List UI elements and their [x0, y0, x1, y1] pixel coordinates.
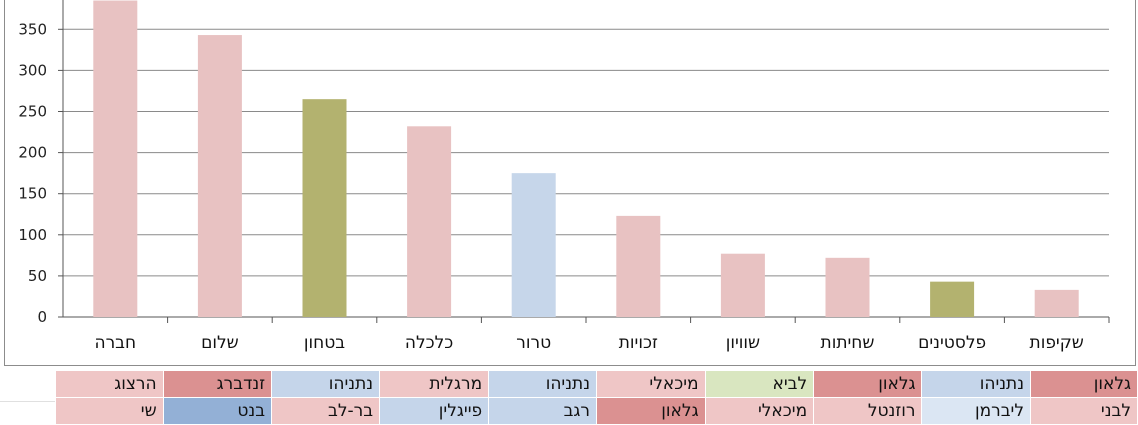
- table-cell: גלאון: [813, 370, 923, 398]
- bar: [720, 253, 765, 317]
- bar: [511, 173, 556, 317]
- table-cell: לבני: [1030, 397, 1138, 425]
- table-cell: רוזנטל: [813, 397, 923, 425]
- y-tick-label: 50: [28, 267, 47, 285]
- table-cell: מיכאלי: [704, 397, 815, 425]
- table-cell: פייגלין: [379, 397, 490, 425]
- x-tick-label: שוויון: [726, 333, 760, 353]
- names-table: הרצוג זנדברג נתניהו מרגלית נתניהו מיכאלי לביא ג…: [55, 370, 1138, 425]
- table-cell: בר-לב: [271, 397, 381, 425]
- x-tick-label: שחיתות: [821, 333, 875, 353]
- bar: [407, 126, 452, 318]
- bar: [825, 257, 870, 317]
- x-tick-label: זכויות: [619, 333, 658, 353]
- table-cell: נתניהו: [271, 370, 381, 398]
- x-tick-label: פלסטינים: [918, 333, 986, 353]
- table-cell: ליברמן: [921, 397, 1032, 425]
- table-cell: רגב: [488, 397, 598, 425]
- table-cell: גלאון: [596, 397, 706, 425]
- table-cell: נתניהו: [488, 370, 598, 398]
- table-cell: שי: [55, 397, 164, 425]
- bar: [616, 215, 661, 317]
- bar: [1034, 289, 1079, 317]
- x-tick-label: חברה: [94, 333, 136, 353]
- bar-chart: 0 50 100 150 200 250 300 350 חברה שלום בטחון כלכלה ט…: [18, 0, 1110, 353]
- bar: [930, 281, 975, 317]
- y-tick-label: 250: [18, 103, 47, 121]
- table-cell: גלאון: [1030, 370, 1138, 398]
- y-tick-label: 0: [37, 308, 47, 326]
- x-tick-label: שקיפות: [1030, 333, 1084, 353]
- bar: [197, 35, 242, 317]
- chart-frame: 0 50 100 150 200 250 300 350 חברה שלום בטחון כלכלה ט…: [4, 0, 1136, 366]
- x-tick-label: בטחון: [304, 333, 345, 353]
- y-tick-label: 200: [18, 144, 47, 162]
- table-cell: לביא: [704, 370, 815, 398]
- table-cell: הרצוג: [55, 370, 164, 398]
- y-tick-label: 300: [18, 61, 47, 79]
- table-cell: נתניהו: [921, 370, 1032, 398]
- x-tick-label: כלכלה: [405, 333, 453, 353]
- y-tick-label: 150: [18, 185, 47, 203]
- table-cell: זנדברג: [162, 370, 273, 398]
- y-tick-label: 350: [18, 20, 47, 38]
- x-tick-label: שלום: [201, 333, 239, 353]
- table-cell: מיכאלי: [596, 370, 706, 398]
- table-cell: מרגלית: [379, 370, 490, 398]
- table-row: הרצוג זנדברג נתניהו מרגלית נתניהו מיכאלי לביא ג…: [55, 370, 1138, 398]
- table-row: שי בנט בר-לב פייגלין רגב גלאון מיכאלי רוזנטל ליב…: [55, 397, 1138, 425]
- bar: [302, 99, 347, 317]
- bar: [93, 0, 138, 318]
- x-tick-label: טרור: [516, 333, 551, 353]
- y-tick-label: 100: [18, 226, 47, 244]
- table-cell: בנט: [162, 397, 273, 425]
